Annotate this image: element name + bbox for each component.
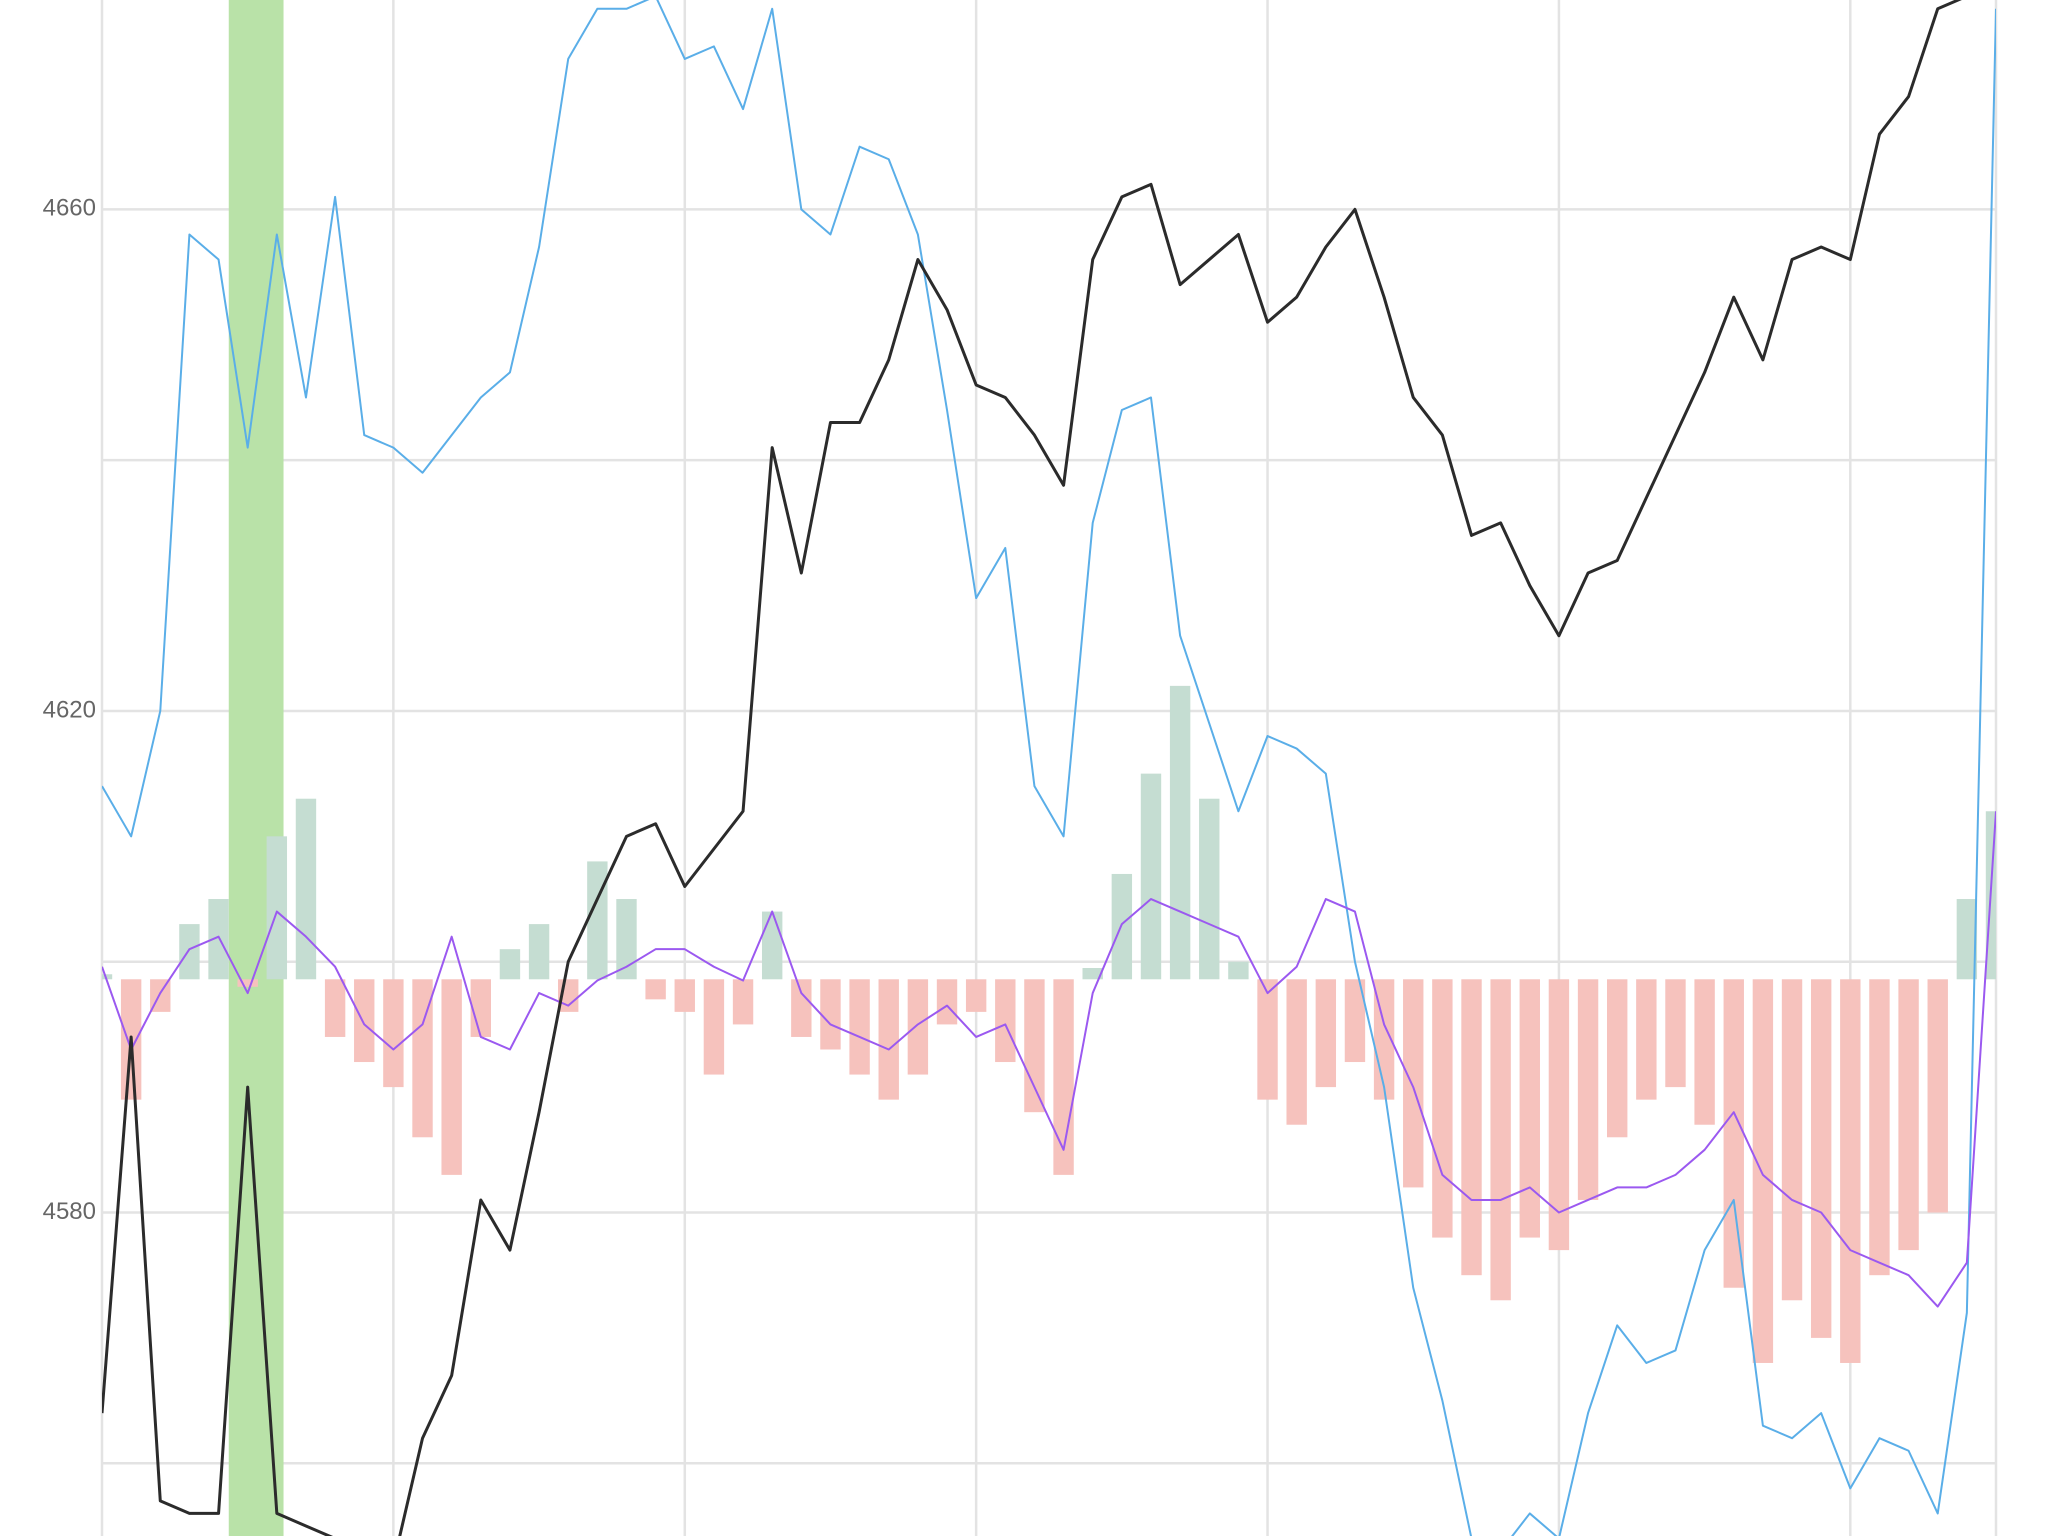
histogram-bar: [907, 979, 929, 1075]
histogram-bar: [1752, 979, 1774, 1363]
histogram-bar: [441, 979, 462, 1175]
histogram-bar: [1461, 979, 1482, 1276]
histogram-bar: [703, 979, 725, 1075]
histogram-bar: [1810, 979, 1832, 1338]
histogram-bar: [820, 979, 841, 1050]
histogram-bar: [1927, 979, 1948, 1213]
histogram-bar: [528, 924, 550, 980]
series-line: [102, 0, 1962, 1536]
histogram-bar: [1169, 685, 1191, 980]
highlight-band: [228, 0, 284, 1536]
histogram-bar: [645, 979, 666, 1000]
histogram-bar: [1490, 979, 1511, 1301]
axis-labels: 4580 4620 4660: [43, 195, 96, 1225]
histogram-bar: [1257, 979, 1278, 1100]
histogram-bar: [1694, 979, 1715, 1125]
histogram-bar: [295, 798, 317, 980]
y-tick-label: 4660: [43, 195, 96, 222]
histogram-bar: [965, 979, 987, 1012]
grid: [100, 0, 1998, 1536]
histogram-bar: [587, 861, 608, 980]
plot-area: [102, 0, 1996, 1536]
histogram-bar: [732, 979, 754, 1025]
histogram-bar: [237, 979, 258, 987]
histogram-bar: [412, 979, 433, 1138]
histogram-bar: [1607, 979, 1628, 1138]
histogram-bar: [1315, 979, 1337, 1088]
histogram-bar: [179, 924, 200, 980]
histogram-bar: [1636, 979, 1657, 1100]
histogram-bar: [1228, 961, 1249, 980]
histogram-bar: [995, 979, 1016, 1063]
histogram-bar: [1519, 979, 1540, 1238]
histogram-bar: [1403, 979, 1424, 1188]
histogram-bar: [383, 979, 404, 1088]
histogram-bar: [266, 836, 288, 980]
histogram-bar: [1024, 979, 1045, 1113]
series-line: [102, 0, 1996, 1536]
y-tick-label: 4580: [43, 1198, 96, 1225]
histogram-bar: [1723, 979, 1744, 1288]
histogram-bar: [102, 974, 113, 980]
histogram-bar: [1548, 979, 1570, 1251]
histogram-bar: [1140, 773, 1162, 980]
histogram-bar: [1344, 979, 1366, 1063]
histogram-bar: [1199, 798, 1220, 980]
histogram-bar: [470, 979, 491, 1037]
histogram-bar: [1082, 967, 1103, 980]
histogram-bar: [1956, 899, 1978, 980]
histogram-bar: [1869, 979, 1890, 1276]
series-line: [102, 811, 1996, 1308]
histogram-bar: [499, 949, 521, 980]
histogram-bar: [1781, 979, 1803, 1301]
histogram-bar: [1286, 979, 1307, 1125]
histogram-bar: [1577, 979, 1599, 1200]
histogram-bar: [616, 899, 637, 980]
y-tick-label: 4620: [43, 696, 96, 723]
histogram-bar: [1898, 979, 1919, 1251]
histogram-bar: [878, 979, 899, 1100]
histogram-bar: [324, 979, 346, 1037]
histogram-bar: [849, 979, 870, 1075]
histogram-bar: [1432, 979, 1453, 1238]
histogram-bar: [791, 979, 812, 1037]
histogram-bar: [1840, 979, 1861, 1363]
histogram-bar: [1665, 979, 1686, 1088]
histogram-bar: [1985, 811, 1996, 980]
histogram-bar: [761, 911, 783, 980]
histogram-bar: [354, 979, 375, 1063]
histogram-bar: [208, 899, 229, 980]
histogram-bar: [936, 979, 958, 1025]
histogram-bar: [674, 979, 695, 1012]
